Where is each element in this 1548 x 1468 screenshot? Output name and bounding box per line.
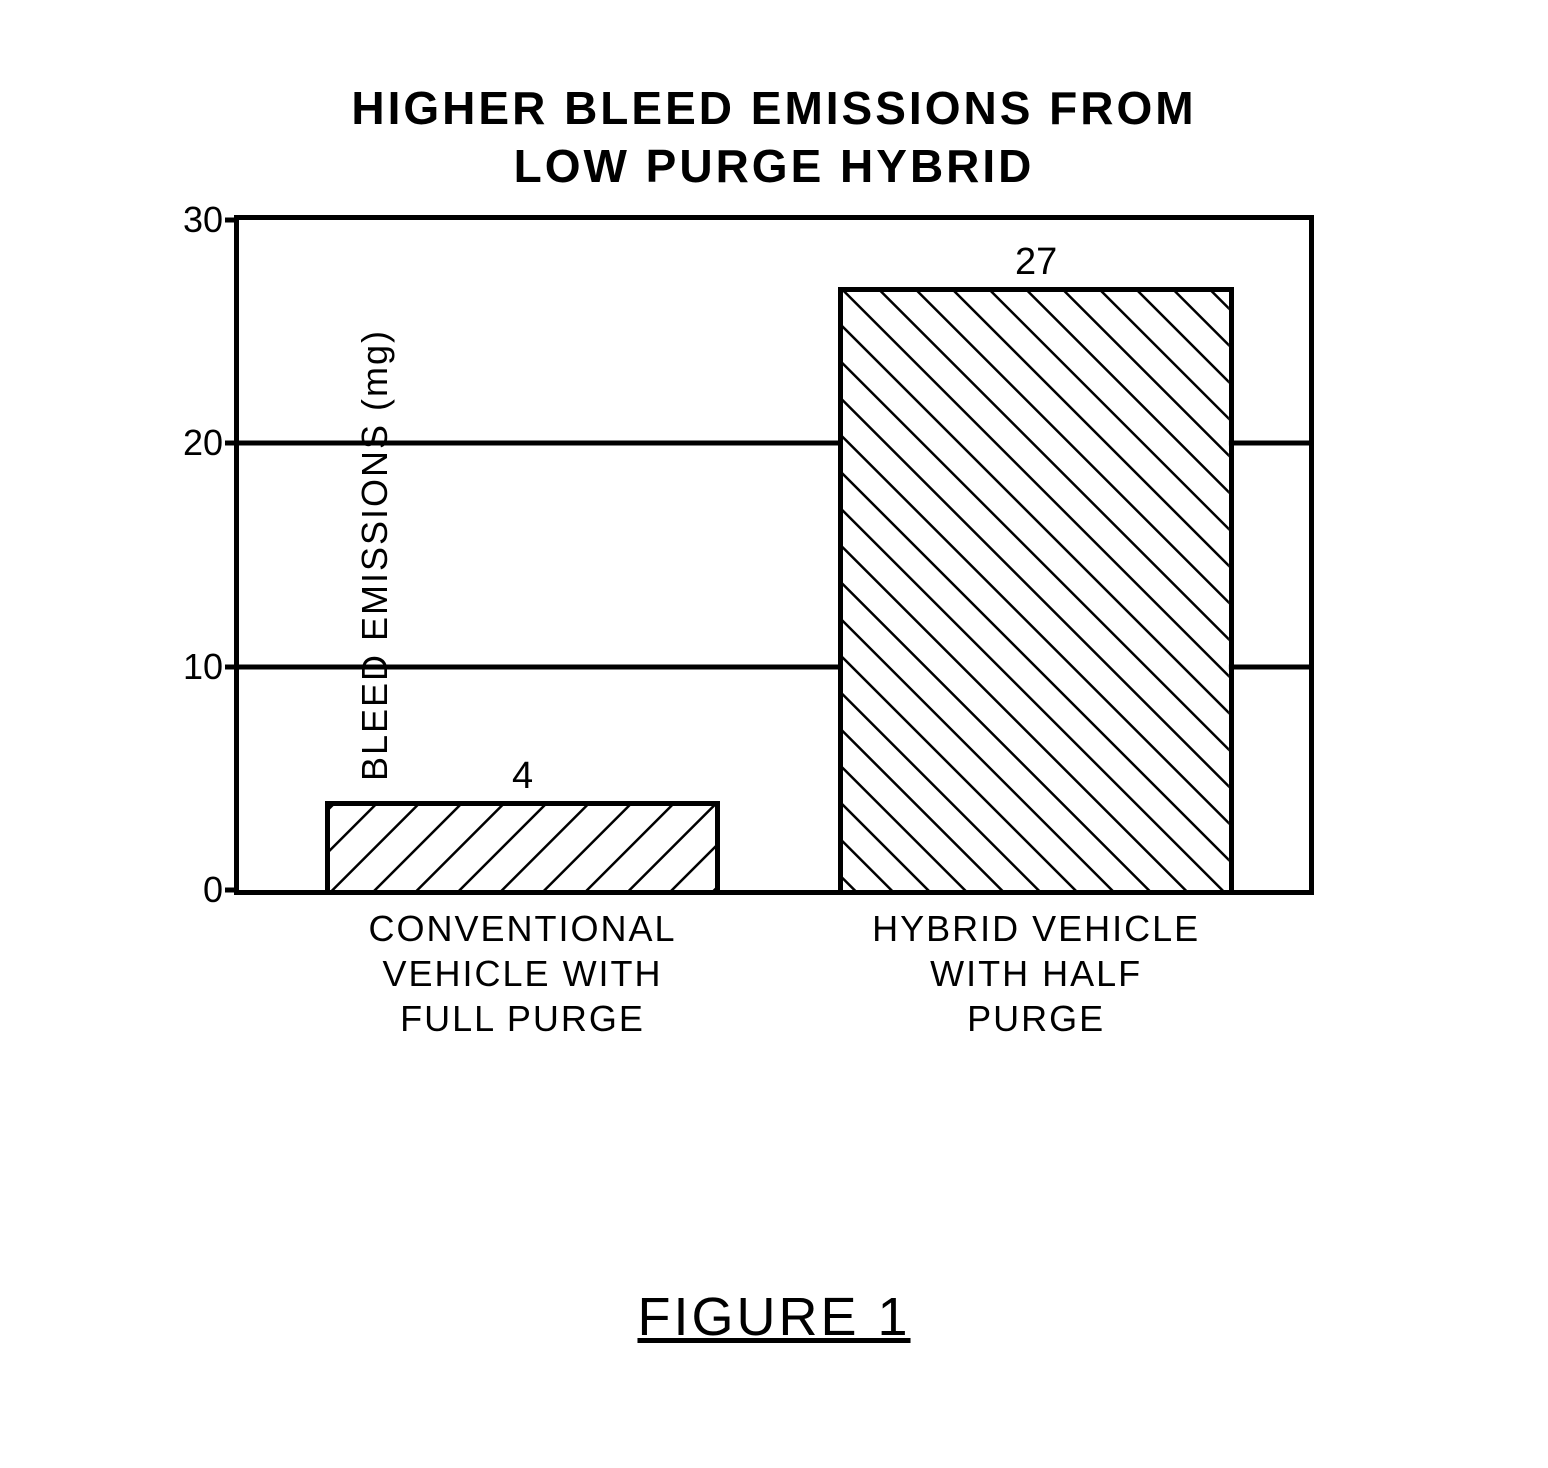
chart-title-line: LOW PURGE HYBRID <box>60 138 1488 196</box>
category-label-line: VEHICLE WITH <box>325 951 721 996</box>
bar: 4 <box>325 801 721 890</box>
category-label: HYBRID VEHICLEWITH HALFPURGE <box>838 906 1234 1041</box>
chart-title-line: HIGHER BLEED EMISSIONS FROM <box>60 80 1488 138</box>
bar-value-label: 4 <box>512 755 533 806</box>
bar-value-label: 27 <box>1015 241 1057 292</box>
category-label-line: FULL PURGE <box>325 996 721 1041</box>
y-axis-label: BLEED EMISSIONS (mg) <box>354 329 396 781</box>
y-tick-mark <box>225 218 239 223</box>
y-tick-mark <box>225 888 239 893</box>
category-label-line: WITH HALF <box>838 951 1234 996</box>
y-tick-mark <box>225 441 239 446</box>
category-label-line: PURGE <box>838 996 1234 1041</box>
bar: 27 <box>838 287 1234 890</box>
figure-caption: FIGURE 1 <box>637 1286 910 1348</box>
category-label-line: CONVENTIONAL <box>325 906 721 951</box>
chart-title: HIGHER BLEED EMISSIONS FROMLOW PURGE HYB… <box>60 80 1488 195</box>
y-tick-mark <box>225 664 239 669</box>
category-label-line: HYBRID VEHICLE <box>838 906 1234 951</box>
category-label: CONVENTIONALVEHICLE WITHFULL PURGE <box>325 906 721 1041</box>
chart-plot-area: BLEED EMISSIONS (mg) 0102030 427 CONVENT… <box>234 215 1314 895</box>
